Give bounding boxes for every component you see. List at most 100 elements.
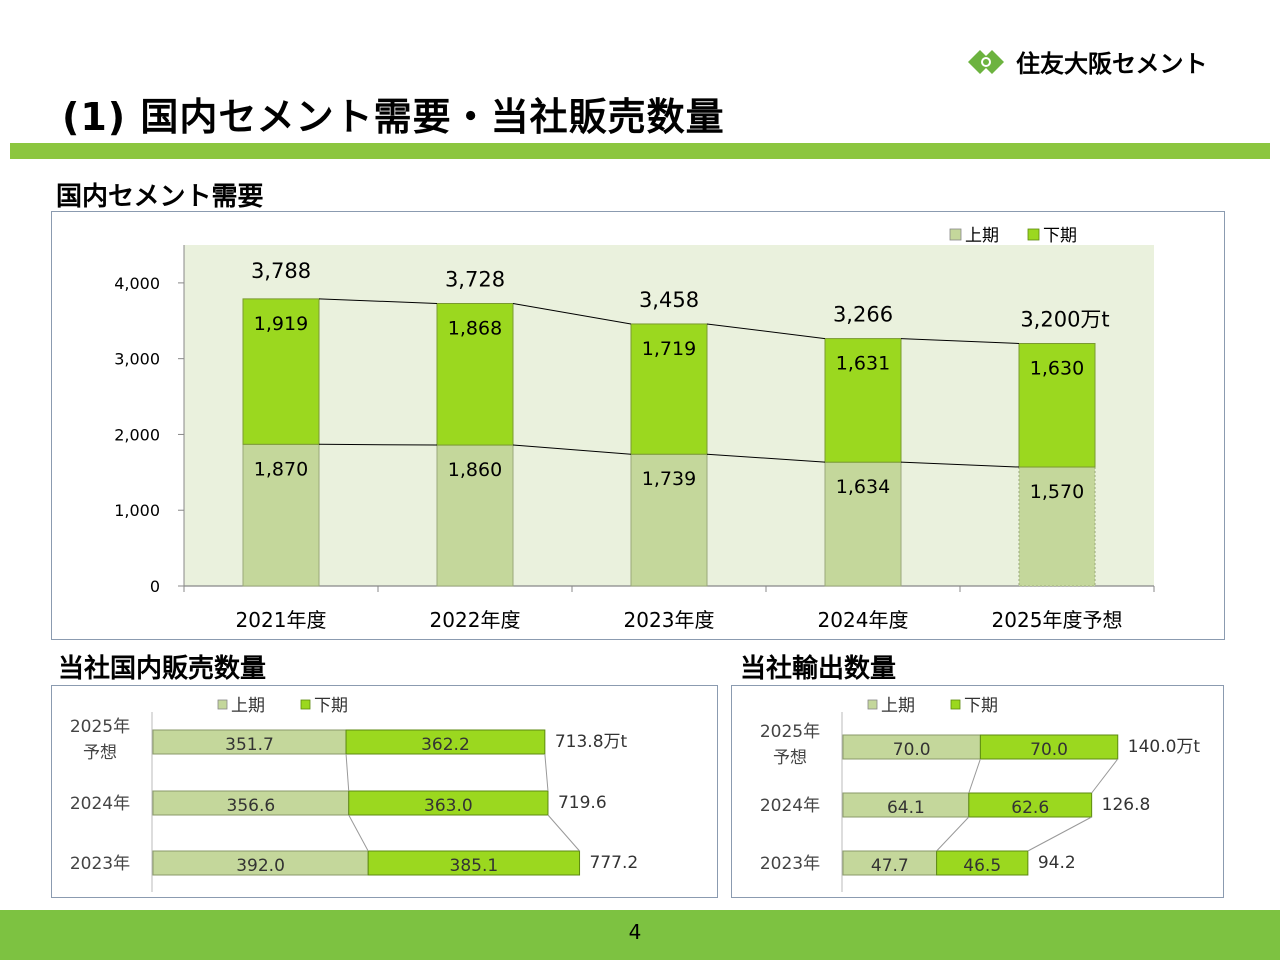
data-label-first-half: 1,634 [836, 476, 890, 498]
domestic-demand-heading: 国内セメント需要 [56, 182, 264, 212]
page-number: 4 [628, 920, 642, 944]
total-label: 126.8 [1102, 795, 1151, 815]
legend-swatch-first-half [949, 228, 962, 241]
data-label-second-half: 70.0 [1030, 740, 1068, 760]
bar-second-half [979, 734, 1119, 760]
data-label-first-half: 351.7 [225, 735, 274, 755]
legend-swatch-second-half [1027, 228, 1040, 241]
data-label-second-half: 362.2 [421, 735, 470, 755]
legend-swatch-first-half [217, 699, 228, 710]
series-connector [900, 461, 1020, 468]
data-label-first-half: 1,570 [1030, 481, 1084, 503]
data-label-second-half: 1,868 [448, 318, 502, 340]
bar-first-half [824, 461, 902, 587]
y-tick-label: 2023年 [70, 854, 130, 874]
series-connector [706, 323, 826, 340]
data-label-first-half: 1,739 [642, 468, 696, 490]
y-tick-label: 0 [150, 577, 160, 596]
total-label: 3,788 [251, 259, 311, 283]
total-label: 777.2 [590, 853, 639, 873]
company-logo: 住友大阪セメント [966, 44, 1208, 79]
bar-first-half [842, 734, 981, 760]
total-label: 3,266 [833, 303, 893, 327]
legend-swatch-second-half [300, 699, 311, 710]
series-connector [706, 453, 826, 463]
y-tick-label: 予想 [773, 748, 807, 768]
series-connector [547, 814, 580, 852]
series-connector [345, 753, 350, 792]
chart-legend: 上期 下期 [217, 696, 348, 716]
y-tick-label: 2025年 [70, 717, 130, 737]
bar-second-half [367, 850, 581, 876]
x-tick-label: 2023年度 [624, 608, 715, 632]
bar-first-half [242, 443, 320, 587]
data-label-second-half: 385.1 [450, 856, 499, 876]
legend-label-first-half: 上期 [965, 226, 999, 246]
y-tick-label: 予想 [83, 743, 117, 763]
legend-swatch-first-half [867, 699, 878, 710]
domestic-sales-heading: 当社国内販売数量 [58, 654, 267, 684]
y-tick-label: 3,000 [114, 350, 160, 369]
domestic-sales-chart-frame: 351.7 362.2 713.8万t 2025年 予想 356.6 363.0 719.6 2… [51, 685, 718, 898]
data-label-first-half: 47.7 [871, 856, 909, 876]
bar-first-half [152, 729, 347, 755]
bar-second-half [436, 303, 514, 446]
y-tick-label: 1,000 [114, 501, 160, 520]
x-tick-label: 2024年度 [818, 608, 909, 632]
legend-label-second-half: 下期 [964, 696, 998, 716]
footer-bar [0, 910, 1280, 960]
total-label: 3,458 [639, 288, 699, 312]
legend-swatch-second-half [950, 699, 961, 710]
legend-label-second-half: 下期 [314, 696, 348, 716]
bar-second-half [242, 298, 320, 445]
data-label-first-half: 356.6 [227, 796, 276, 816]
data-label-second-half: 46.5 [963, 856, 1001, 876]
legend-label-first-half: 上期 [231, 696, 265, 716]
total-label: 713.8万t [555, 732, 628, 752]
data-label-second-half: 1,719 [642, 338, 696, 360]
x-tick-label: 2022年度 [430, 608, 521, 632]
data-label-second-half: 1,631 [836, 353, 890, 375]
data-label-first-half: 1,870 [254, 458, 308, 480]
y-tick-label: 2024年 [760, 796, 820, 816]
bar-first-half [842, 850, 938, 876]
bar-first-half [152, 790, 350, 816]
data-label-second-half: 62.6 [1011, 798, 1049, 818]
bar-second-half [968, 792, 1093, 818]
total-label: 94.2 [1038, 853, 1076, 873]
header-divider [10, 143, 1270, 159]
bar-first-half [436, 444, 514, 587]
data-label-first-half: 64.1 [887, 798, 925, 818]
chart-legend: 上期 下期 [949, 226, 1077, 246]
y-tick-label: 2023年 [760, 854, 820, 874]
series-connector [1027, 816, 1092, 852]
data-label-first-half: 70.0 [893, 740, 931, 760]
y-tick-label: 2025年 [760, 722, 820, 742]
series-connector [936, 816, 970, 852]
series-connector [544, 753, 549, 792]
series-connector [348, 814, 369, 852]
bar-second-half [824, 338, 902, 463]
domestic-demand-chart-frame: 0 1,000 2,000 3,000 4,000 1,870 1,919 3,788 2021… [51, 211, 1225, 640]
series-connector [318, 443, 438, 446]
series-connector [968, 758, 981, 794]
bar-first-half [152, 850, 369, 876]
legend-label-second-half: 下期 [1043, 226, 1077, 246]
bar-second-half [348, 790, 549, 816]
data-label-second-half: 1,919 [254, 313, 308, 335]
series-connector [900, 338, 1020, 345]
x-tick-label: 2021年度 [236, 608, 327, 632]
total-label: 3,728 [445, 268, 505, 292]
data-label-first-half: 1,860 [448, 459, 502, 481]
company-logo-icon [968, 49, 1004, 74]
slide-title: (1) 国内セメント需要・当社販売数量 [62, 95, 725, 139]
data-label-first-half: 392.0 [236, 856, 285, 876]
y-tick-label: 4,000 [114, 274, 160, 293]
total-label: 140.0万t [1128, 737, 1201, 757]
x-tick-label: 2025年度予想 [992, 608, 1123, 632]
series-connector [1091, 758, 1119, 794]
y-tick-label: 2,000 [114, 425, 160, 444]
bar-second-half [345, 729, 546, 755]
